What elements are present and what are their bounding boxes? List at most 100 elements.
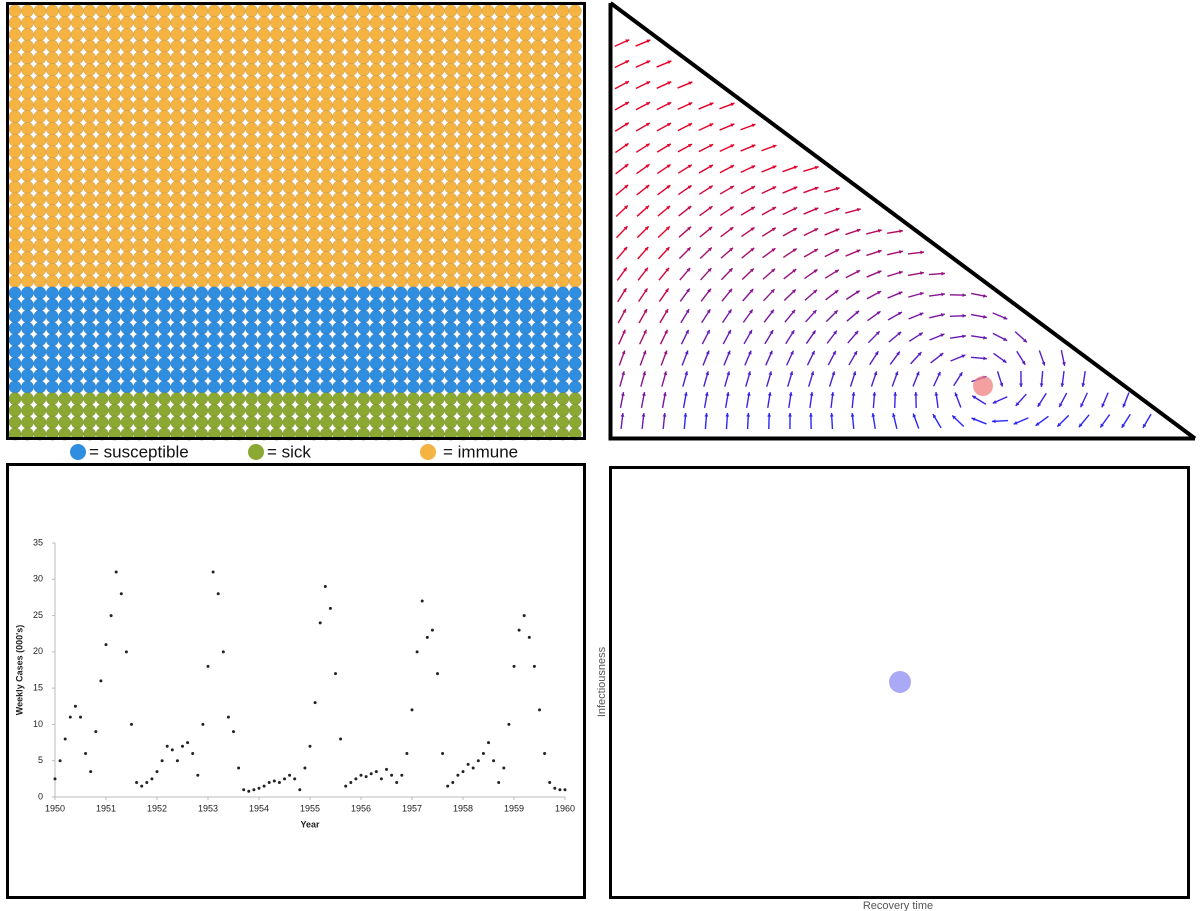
person bbox=[369, 345, 383, 359]
person bbox=[269, 63, 283, 77]
person bbox=[344, 122, 358, 136]
person bbox=[494, 274, 508, 288]
field-arrow-head bbox=[746, 392, 751, 396]
person bbox=[344, 39, 358, 53]
person bbox=[469, 180, 483, 194]
person bbox=[543, 51, 557, 65]
person bbox=[344, 75, 358, 89]
person bbox=[108, 4, 122, 18]
field-arrow-head bbox=[749, 309, 753, 314]
person bbox=[444, 86, 458, 100]
person bbox=[120, 122, 134, 136]
person bbox=[232, 251, 246, 265]
person bbox=[294, 345, 308, 359]
field-arrow-head bbox=[1122, 403, 1127, 408]
person bbox=[506, 403, 520, 417]
field-arrow-head bbox=[645, 205, 649, 210]
person bbox=[157, 157, 171, 171]
person bbox=[294, 169, 308, 183]
person bbox=[145, 122, 159, 136]
person bbox=[307, 274, 321, 288]
person bbox=[282, 380, 296, 394]
person bbox=[307, 227, 321, 241]
person bbox=[456, 133, 470, 147]
field-arrow-head bbox=[624, 164, 629, 168]
field-arrow-head bbox=[811, 350, 815, 355]
person bbox=[182, 4, 196, 18]
person bbox=[269, 227, 283, 241]
person bbox=[469, 380, 483, 394]
person bbox=[133, 204, 147, 218]
person bbox=[8, 110, 22, 124]
person bbox=[45, 63, 59, 77]
person bbox=[543, 309, 557, 323]
person bbox=[257, 63, 271, 77]
person bbox=[531, 169, 545, 183]
person bbox=[133, 415, 147, 429]
person bbox=[232, 356, 246, 370]
field-arrow-head bbox=[1021, 360, 1026, 365]
person bbox=[70, 27, 84, 41]
person bbox=[319, 403, 333, 417]
person bbox=[469, 345, 483, 359]
person bbox=[518, 180, 532, 194]
field-arrow-head bbox=[770, 309, 774, 314]
point bbox=[405, 751, 409, 755]
person bbox=[83, 157, 97, 171]
field-arrow-head bbox=[645, 164, 650, 168]
person bbox=[332, 169, 346, 183]
person bbox=[257, 262, 271, 276]
x-tick-label: 1953 bbox=[198, 803, 218, 813]
person bbox=[120, 321, 134, 335]
person bbox=[157, 239, 171, 253]
person bbox=[58, 368, 72, 382]
person bbox=[108, 356, 122, 370]
person bbox=[120, 286, 134, 300]
person bbox=[369, 356, 383, 370]
field-arrow-head bbox=[751, 186, 756, 190]
person bbox=[469, 63, 483, 77]
person bbox=[307, 251, 321, 265]
person bbox=[83, 63, 97, 77]
person bbox=[531, 157, 545, 171]
person bbox=[469, 145, 483, 159]
person bbox=[556, 392, 570, 406]
person bbox=[133, 75, 147, 89]
person bbox=[58, 392, 72, 406]
person bbox=[456, 356, 470, 370]
person bbox=[518, 16, 532, 30]
person bbox=[182, 216, 196, 230]
point bbox=[334, 672, 337, 676]
point bbox=[471, 766, 475, 770]
person bbox=[419, 333, 433, 347]
field-arrow-head bbox=[1121, 423, 1126, 428]
person bbox=[157, 262, 171, 276]
person bbox=[369, 39, 383, 53]
person bbox=[195, 204, 209, 218]
person bbox=[207, 227, 221, 241]
person bbox=[133, 309, 147, 323]
field-arrow-head bbox=[771, 227, 776, 232]
person bbox=[108, 75, 122, 89]
person bbox=[369, 380, 383, 394]
person bbox=[332, 345, 346, 359]
person bbox=[282, 227, 296, 241]
person bbox=[8, 380, 22, 394]
person bbox=[120, 145, 134, 159]
field-arrow-head bbox=[725, 413, 730, 417]
person bbox=[394, 204, 408, 218]
person bbox=[469, 16, 483, 30]
field-arrow-head bbox=[898, 291, 903, 296]
person bbox=[319, 51, 333, 65]
person bbox=[282, 63, 296, 77]
field-arrow-head bbox=[646, 81, 651, 85]
person bbox=[257, 39, 271, 53]
person bbox=[381, 98, 395, 112]
person bbox=[357, 27, 371, 41]
field-arrow-head bbox=[645, 185, 650, 189]
person bbox=[406, 145, 420, 159]
person bbox=[269, 169, 283, 183]
parameter-dot[interactable] bbox=[889, 671, 911, 693]
person bbox=[133, 39, 147, 53]
person bbox=[369, 180, 383, 194]
